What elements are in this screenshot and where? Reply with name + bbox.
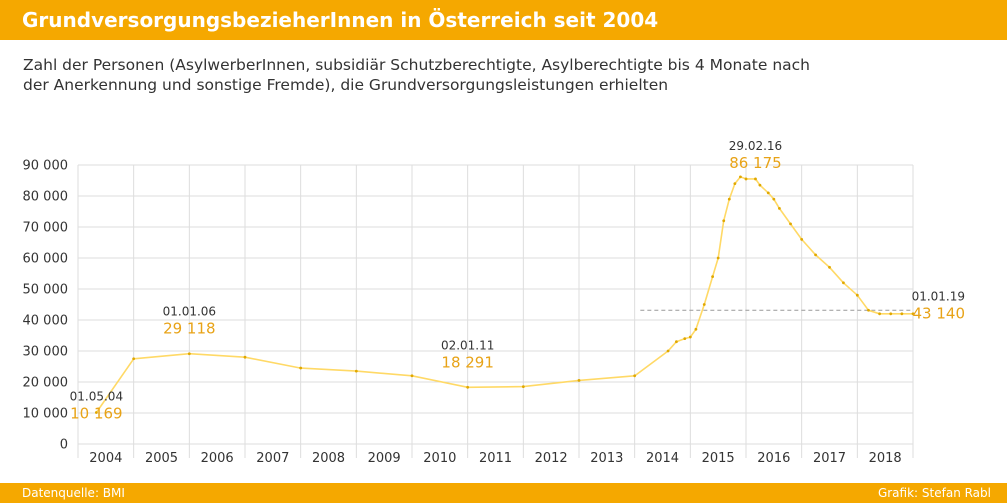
y-tick-label: 40 000 (23, 314, 69, 329)
data-point (828, 265, 831, 269)
data-point (577, 379, 581, 382)
data-point (766, 191, 770, 195)
annotation-date: 01.01.06 (163, 305, 216, 319)
data-point (711, 275, 714, 278)
annotation-date: 29.02.16 (729, 139, 782, 153)
y-tick-label: 60 000 (23, 252, 69, 267)
x-tick-label: 2012 (535, 451, 568, 466)
data-point (675, 340, 678, 344)
data-point (911, 312, 915, 316)
annotation-value: 29 118 (163, 320, 216, 338)
data-point (754, 177, 757, 181)
x-tick-label: 2004 (89, 451, 122, 466)
footer-bar: Datenquelle: BMI Grafik: Stefan Rabl (0, 483, 1007, 503)
data-point (187, 352, 191, 356)
annotation-date: 02.01.11 (441, 338, 494, 352)
data-point (466, 385, 470, 389)
x-tick-label: 2011 (479, 451, 512, 466)
annotation-value: 86 175 (729, 154, 782, 172)
data-point (744, 177, 748, 181)
data-point (878, 312, 881, 316)
data-source: Datenquelle: BMI (22, 486, 125, 500)
data-point (132, 357, 136, 361)
data-point (889, 312, 893, 316)
x-tick-label: 2009 (368, 451, 401, 466)
data-point (855, 293, 859, 297)
data-point (633, 374, 637, 378)
data-point (814, 253, 817, 257)
x-tick-label: 2005 (145, 451, 178, 466)
x-tick-label: 2007 (256, 451, 289, 466)
chart-title: GrundversorgungsbezieherInnen in Österre… (22, 8, 659, 32)
data-point (900, 312, 904, 316)
data-point (683, 337, 687, 340)
x-tick-label: 2013 (590, 451, 623, 466)
data-point (727, 197, 731, 201)
title-bar: GrundversorgungsbezieherInnen in Österre… (0, 0, 1007, 40)
y-tick-label: 50 000 (23, 283, 69, 298)
data-point (842, 281, 845, 285)
y-tick-label: 30 000 (23, 345, 69, 360)
data-point (694, 327, 698, 331)
data-point (789, 222, 792, 226)
annotation-date: 01.05.04 (70, 389, 123, 403)
chart-subtitle: Zahl der Personen (AsylwerberInnen, subs… (23, 55, 923, 95)
data-point (772, 197, 776, 201)
series-line (95, 176, 913, 413)
x-tick-label: 2014 (646, 451, 679, 466)
y-tick-label: 20 000 (23, 376, 69, 391)
y-tick-label: 90 000 (23, 159, 69, 174)
data-point (243, 355, 247, 359)
data-point (299, 366, 303, 370)
x-tick-label: 2015 (702, 451, 735, 466)
annotation-value: 43 140 (913, 304, 966, 322)
data-point (521, 385, 525, 389)
x-tick-label: 2010 (423, 451, 456, 466)
data-point (733, 182, 737, 186)
y-tick-label: 70 000 (23, 221, 69, 236)
data-point (410, 374, 414, 378)
y-tick-label: 10 000 (23, 407, 69, 422)
x-tick-label: 2017 (813, 451, 846, 466)
data-point (716, 256, 720, 260)
data-point (688, 335, 692, 339)
y-tick-label: 80 000 (23, 190, 69, 205)
data-point (354, 369, 358, 373)
x-tick-label: 2016 (757, 451, 790, 466)
data-point (722, 219, 726, 223)
data-point (867, 308, 870, 312)
data-point (666, 349, 670, 353)
annotation-date: 01.01.19 (912, 289, 965, 303)
data-point (94, 411, 98, 414)
data-point (739, 175, 742, 179)
annotation-value: 10 169 (70, 404, 123, 422)
x-tick-label: 2008 (312, 451, 345, 466)
annotation-value: 18 291 (441, 353, 494, 371)
subtitle-line-2: der Anerkennung und sonstige Fremde), di… (23, 76, 669, 94)
y-tick-label: 0 (60, 438, 68, 453)
data-point (778, 207, 781, 210)
x-tick-label: 2006 (201, 451, 234, 466)
graphic-credit: Grafik: Stefan Rabl (877, 486, 991, 500)
data-point (702, 303, 706, 306)
x-tick-label: 2018 (869, 451, 902, 466)
data-point (800, 238, 804, 241)
data-point (758, 183, 762, 187)
subtitle-line-1: Zahl der Personen (AsylwerberInnen, subs… (23, 56, 810, 74)
